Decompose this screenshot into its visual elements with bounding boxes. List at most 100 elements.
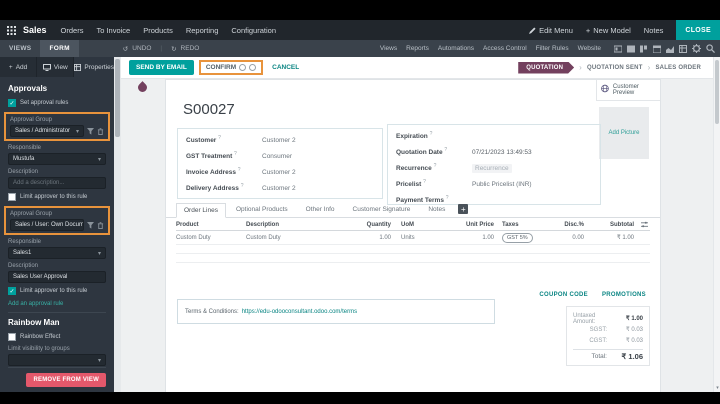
- send-by-email-button[interactable]: SEND BY EMAIL: [129, 60, 194, 75]
- add-picture-placeholder[interactable]: Add Picture: [599, 107, 649, 159]
- divider: |: [160, 45, 163, 52]
- sidebar-tab-add[interactable]: + Add: [0, 57, 38, 77]
- status-bar: QUOTATION › QUOTATION SENT › SALES ORDER: [518, 62, 701, 74]
- search-icon[interactable]: [706, 44, 715, 53]
- trash-icon[interactable]: [97, 221, 104, 229]
- gear-icon[interactable]: [692, 44, 701, 53]
- approval-group-2-label: Approval Group: [10, 211, 53, 217]
- limit-approver-1-checkbox-row[interactable]: Limit approver to this rule: [8, 192, 106, 202]
- graph-view-icon[interactable]: [666, 45, 674, 53]
- menu-to-invoice[interactable]: To Invoice: [96, 25, 131, 35]
- chevron-right-icon: ›: [579, 63, 582, 72]
- sidebar-tab-properties[interactable]: Properties: [74, 57, 114, 77]
- limit-approver-2-checkbox-row[interactable]: ✓ Limit approver to this rule: [8, 287, 88, 295]
- kanban-view-icon[interactable]: [640, 45, 648, 53]
- menu-orders[interactable]: Orders: [60, 25, 84, 35]
- column-settings-icon[interactable]: [634, 221, 648, 228]
- sidebar-scrollbar[interactable]: [114, 57, 121, 392]
- terms-and-conditions[interactable]: Terms & Conditions: https://edu-odoocons…: [177, 299, 495, 324]
- description-2-input[interactable]: Sales User Approval: [8, 271, 106, 283]
- tab-customer-signature[interactable]: Customer Signature: [352, 206, 411, 213]
- edit-menu-button[interactable]: Edit Menu: [529, 26, 573, 35]
- status-quotation[interactable]: QUOTATION: [518, 62, 574, 74]
- studio-menu-access-control[interactable]: Access Control: [483, 45, 527, 52]
- checkbox-unchecked-icon[interactable]: [8, 193, 16, 201]
- field-expiration[interactable]: Expiration ?: [396, 131, 433, 141]
- coupon-code-button[interactable]: COUPON CODE: [539, 292, 588, 298]
- page-scrollbar[interactable]: ▾: [713, 57, 720, 392]
- customer-preview-button[interactable]: Customer Preview: [596, 80, 660, 101]
- status-quotation-sent[interactable]: QUOTATION SENT: [587, 64, 643, 71]
- field-pricelist[interactable]: Pricelist ? Public Pricelist (INR): [396, 179, 532, 189]
- status-sales-order[interactable]: SALES ORDER: [655, 64, 701, 71]
- menu-reporting[interactable]: Reporting: [185, 25, 219, 35]
- scrollbar-down-arrow[interactable]: ▾: [716, 385, 719, 391]
- studio-menu-website[interactable]: Website: [577, 45, 601, 52]
- undo-button[interactable]: UNDO: [132, 45, 152, 52]
- domain-filter-icon[interactable]: [87, 127, 94, 135]
- studio-menu-reports[interactable]: Reports: [406, 45, 429, 52]
- studio-menu-filter-rules[interactable]: Filter Rules: [535, 45, 569, 52]
- customer-field-group: Customer ? Customer 2 GST Treatment ? Co…: [177, 128, 383, 199]
- list-view-icon[interactable]: [627, 45, 635, 53]
- studio-editor-menus: Views Reports Automations Access Control…: [380, 44, 715, 53]
- divider: [8, 312, 106, 313]
- domain-filter-icon[interactable]: [87, 221, 94, 229]
- tab-views[interactable]: VIEWS: [9, 45, 32, 52]
- new-model-button[interactable]: + New Model: [585, 25, 631, 35]
- menu-configuration[interactable]: Configuration: [231, 25, 276, 35]
- field-delivery-address[interactable]: Delivery Address ? Customer 2: [186, 183, 296, 193]
- apps-grid-icon[interactable]: [7, 25, 16, 35]
- responsible-1-select[interactable]: Mustufa ▾: [8, 153, 106, 165]
- tab-form[interactable]: FORM: [40, 40, 79, 57]
- checkbox-unchecked-icon[interactable]: [8, 333, 16, 341]
- field-recurrence[interactable]: Recurrence ? Recurrence: [396, 160, 592, 176]
- close-studio-button[interactable]: CLOSE: [676, 20, 720, 40]
- help-icon: ?: [234, 151, 237, 158]
- tab-notes[interactable]: Notes: [428, 206, 446, 213]
- redo-button[interactable]: REDO: [180, 45, 200, 52]
- table-row[interactable]: Custom Duty Custom Duty 1.00 Units 1.00 …: [176, 231, 650, 245]
- checkbox-checked-icon[interactable]: ✓: [8, 99, 16, 107]
- scrollbar-thumb[interactable]: [715, 60, 719, 124]
- field-customer[interactable]: Customer ? Customer 2: [186, 135, 296, 145]
- form-action-bar: SEND BY EMAIL CONFIRM CANCEL QUOTATION ›…: [121, 57, 713, 79]
- remove-from-view-button[interactable]: REMOVE FROM VIEW: [26, 373, 106, 387]
- menu-products[interactable]: Products: [143, 25, 173, 35]
- approval-group-2-select[interactable]: Sales / User: Own Documents Only: [10, 219, 84, 231]
- help-icon: ?: [237, 167, 241, 174]
- add-approval-rule-link[interactable]: Add an approval rule: [8, 301, 64, 307]
- trash-icon[interactable]: [97, 127, 104, 135]
- tab-optional-products[interactable]: Optional Products: [235, 206, 288, 213]
- add-tab-button[interactable]: +: [458, 204, 469, 214]
- table-empty-row: [176, 254, 650, 263]
- checkbox-checked-icon[interactable]: ✓: [8, 287, 16, 295]
- field-payment-terms[interactable]: Payment Terms ?: [396, 195, 449, 205]
- field-gst-treatment[interactable]: GST Treatment ? Consumer: [186, 151, 292, 161]
- pivot-view-icon[interactable]: [679, 44, 687, 53]
- promotions-button[interactable]: PROMOTIONS: [601, 292, 646, 298]
- scrollbar-thumb[interactable]: [115, 59, 120, 137]
- studio-menu-views[interactable]: Views: [379, 45, 398, 52]
- set-approval-rules-checkbox-row[interactable]: ✓ Set approval rules: [8, 99, 69, 107]
- cancel-button[interactable]: CANCEL: [272, 64, 300, 71]
- approval-group-1-select[interactable]: Sales / Administrator ▾: [10, 125, 84, 137]
- table-empty-row: [176, 245, 650, 254]
- description-1-input[interactable]: Add a description...: [8, 177, 106, 189]
- field-invoice-address[interactable]: Invoice Address ? Customer 2: [186, 167, 296, 177]
- calendar-view-icon[interactable]: [653, 45, 661, 53]
- rainbow-effect-checkbox-row[interactable]: Rainbow Effect: [8, 332, 106, 342]
- limit-visibility-select[interactable]: ▾: [8, 354, 106, 366]
- notes-button[interactable]: Notes: [643, 25, 664, 35]
- quotation-sheet: Customer Preview Add Picture S00027 Cust…: [165, 79, 661, 392]
- tab-order-lines[interactable]: Order Lines: [176, 203, 226, 218]
- studio-menu-automations[interactable]: Automations: [437, 45, 475, 52]
- tab-other-info[interactable]: Other Info: [305, 206, 335, 213]
- card-view-icon[interactable]: [614, 45, 622, 53]
- app-name[interactable]: Sales: [23, 25, 47, 35]
- terms-link[interactable]: https://edu-odooconsultant.odoo.com/term…: [241, 308, 358, 315]
- field-quotation-date[interactable]: Quotation Date ? 07/21/2023 13:49:53: [396, 147, 532, 157]
- responsible-2-select[interactable]: Sales1 ▾: [8, 247, 106, 259]
- sidebar-tab-view[interactable]: View: [37, 57, 75, 77]
- confirm-button[interactable]: CONFIRM: [205, 64, 237, 71]
